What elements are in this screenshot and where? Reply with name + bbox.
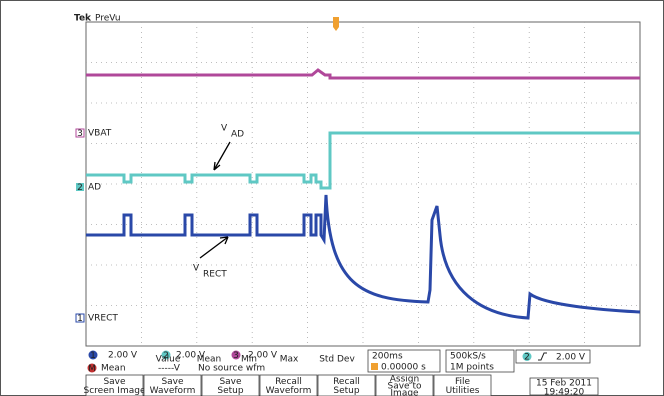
brand: Tek [74,14,92,24]
ch-marker [76,183,84,191]
trigger-channel: 2 [524,353,530,363]
softkey-label[interactable]: Waveform [266,386,312,396]
date: 15 Feb 2011 [536,379,592,389]
softkey-face[interactable] [317,374,376,396]
ch3-trace [86,68,640,80]
softkey-label[interactable]: Assign [390,375,419,385]
softkey-label[interactable]: Save [161,377,184,387]
trace-label: VBAT [88,129,112,139]
meas-col: Value [156,355,181,365]
trigger-level: 2.00 V [556,353,586,363]
mode: PreVu [95,14,121,24]
softkey-label[interactable]: Recall [275,377,302,387]
ch1-trace [86,194,641,320]
ch-marker-label: 1 [77,314,83,324]
meas-status: No source wfm [198,364,265,374]
trigger-position-marker [333,17,339,31]
ch-marker [75,128,85,138]
ch-number: 1 [90,351,96,361]
softkey-label[interactable]: Image [390,389,419,396]
meas-col: Max [280,355,299,365]
softkey-face[interactable] [375,374,434,396]
trace-label: VRECT [88,314,118,324]
timebase-scale: 200ms [372,352,403,362]
annotation-arrow [213,141,231,171]
trigger-icon [371,363,378,370]
softkey-label[interactable]: Save to [388,382,422,392]
softkey-face[interactable] [143,374,202,396]
acq-length: 1M points [450,363,494,373]
trace-label: AD [88,183,101,193]
ch1-badge [88,350,98,360]
ch-marker-label: 3 [77,129,83,139]
ch-marker-label: 2 [77,183,83,193]
meas-value: -----V [158,364,181,374]
softkey-face[interactable] [433,374,492,396]
ch-number: 3 [233,351,239,361]
datetime-box [529,377,599,396]
trigger-badge [522,352,532,361]
acq-box [445,349,515,373]
softkey-face[interactable] [201,374,260,396]
trigger-box [515,349,591,364]
meas-marker: M [88,364,96,374]
annotation-main: V [193,264,200,274]
ch-scale: 2.00 V [108,351,138,361]
ch2-badge [161,350,171,360]
softkey-label[interactable]: Utilities [446,386,480,396]
ch-scale: 2.00 V [248,351,278,361]
timebase-position: 0.00000 s [381,363,426,373]
meas-label: Mean [101,364,126,374]
annotation-arrow [199,236,229,259]
annotation-sub: AD [231,130,244,140]
softkey-label[interactable]: Setup [217,386,243,396]
meas-badge [87,363,97,373]
softkey-label[interactable]: File [455,377,471,387]
ch3-badge [231,350,241,360]
softkey-label[interactable]: Waveform [150,386,196,396]
annotation-sub: RECT [203,270,227,280]
softkey-label[interactable]: Save [103,377,126,387]
meas-col: Std Dev [319,355,355,365]
ch2-trace [86,131,640,190]
ch-scale: 2.00 V [176,351,206,361]
acq-rate: 500kS/s [450,352,486,362]
softkey-face[interactable] [259,374,318,396]
softkey-label[interactable]: Screen Image [84,386,146,396]
trigger-slope [538,352,547,361]
meas-col: Min [241,355,257,365]
softkey-label[interactable]: Setup [333,386,359,396]
meas-col: Mean [197,355,222,365]
softkey-face[interactable] [85,374,144,396]
annotation-main: V [221,124,228,134]
softkey-label[interactable]: Save [219,377,242,387]
timebase-box [367,349,441,373]
ch-number: 2 [163,351,169,361]
softkey-label[interactable]: Recall [333,377,360,387]
time: 19:49:20 [544,388,585,396]
ch-marker [75,313,85,323]
